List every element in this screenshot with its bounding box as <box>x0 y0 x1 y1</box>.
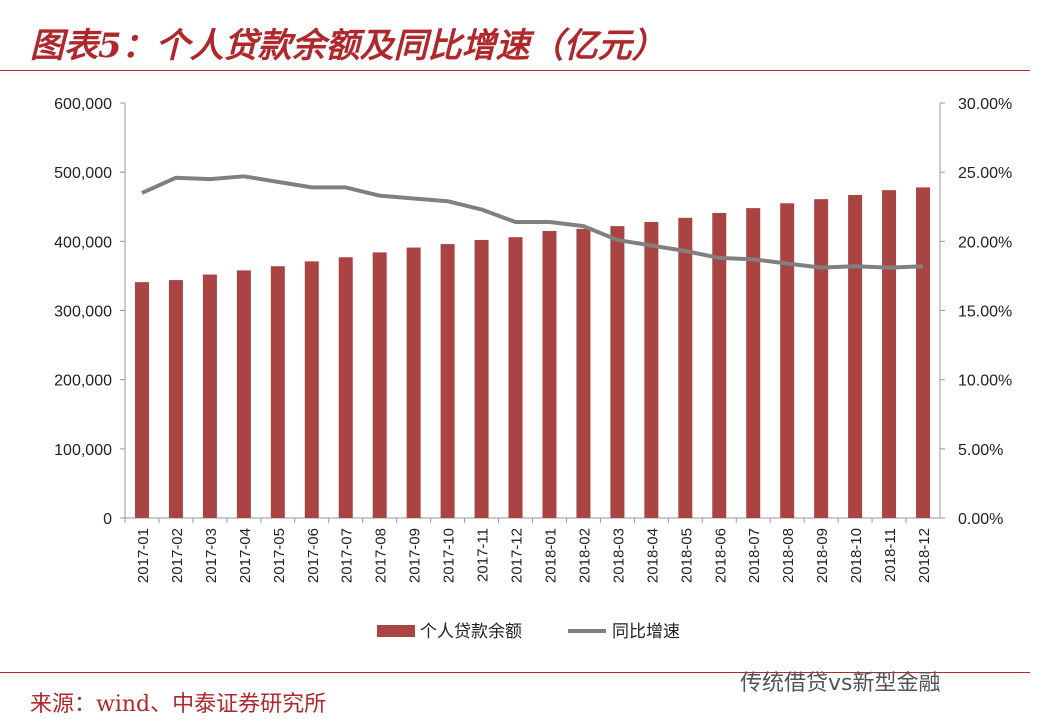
legend-bar-swatch <box>377 625 415 637</box>
bar-2018-07 <box>746 208 761 518</box>
bar-2017-04 <box>236 270 251 518</box>
x-tick-label: 2018-05 <box>678 528 695 583</box>
x-tick-label: 2017-08 <box>373 528 390 583</box>
left-tick-label: 500,000 <box>54 165 112 182</box>
right-tick-label: 20.00% <box>958 234 1012 251</box>
bar-2017-10 <box>440 244 455 518</box>
x-tick-label: 2018-02 <box>576 528 593 583</box>
x-tick-label: 2017-03 <box>203 528 220 583</box>
title-divider <box>0 70 1030 71</box>
right-tick-label: 15.00% <box>958 304 1012 321</box>
legend-line-label: 同比增速 <box>612 622 680 642</box>
bar-2018-11 <box>882 190 897 518</box>
footer-divider <box>0 672 1030 673</box>
bar-2017-07 <box>338 257 353 518</box>
x-tick-label: 2017-11 <box>475 528 492 582</box>
bar-2018-09 <box>814 199 829 518</box>
chart-title: 图表5：个人贷款余额及同比增速（亿元） <box>30 26 666 66</box>
bar-2018-12 <box>916 187 931 518</box>
bar-2017-05 <box>270 266 285 518</box>
bar-2018-06 <box>712 212 727 518</box>
legend-bar-label: 个人贷款余额 <box>420 622 522 642</box>
right-tick-label: 5.00% <box>958 442 1003 459</box>
right-tick-label: 25.00% <box>958 165 1012 182</box>
x-tick-label: 2017-07 <box>339 528 356 583</box>
line-series-yoy <box>141 174 924 270</box>
x-tick-label: 2018-01 <box>542 528 559 583</box>
bar-2017-11 <box>474 239 489 518</box>
x-tick-label: 2018-12 <box>916 528 933 583</box>
x-tick-label: 2017-05 <box>271 528 288 583</box>
right-tick-label: 30.00% <box>958 96 1012 113</box>
left-tick-label: 400,000 <box>54 234 112 251</box>
right-tick-label: 10.00% <box>958 373 1012 390</box>
bar-2017-08 <box>372 252 387 518</box>
bar-2017-09 <box>406 247 421 518</box>
left-tick-label: 200,000 <box>54 373 112 390</box>
bar-2017-12 <box>508 237 523 518</box>
source-note: 来源：wind、中泰证券研究所 <box>30 692 327 717</box>
left-tick-label: 100,000 <box>54 442 112 459</box>
x-tick-label: 2017-12 <box>509 528 526 583</box>
bar-2018-04 <box>644 221 659 518</box>
x-tick-label: 2018-07 <box>746 528 763 583</box>
bar-2018-08 <box>780 203 795 518</box>
x-tick-label: 2017-10 <box>441 528 458 583</box>
right-tick-label: 0.00% <box>958 511 1003 528</box>
bar-2018-02 <box>576 228 591 518</box>
x-tick-label: 2018-08 <box>780 528 797 583</box>
left-tick-label: 0 <box>103 511 112 528</box>
bar-2017-06 <box>304 261 319 518</box>
x-tick-label: 2018-06 <box>712 528 729 583</box>
left-tick-label: 600,000 <box>54 96 112 113</box>
bar-2018-01 <box>542 230 557 519</box>
x-tick-label: 2017-09 <box>407 528 424 583</box>
watermark: 传统借贷vs新型金融 <box>740 671 941 696</box>
x-tick-label: 2017-04 <box>237 528 254 583</box>
bar-2018-03 <box>610 226 625 518</box>
x-tick-label: 2018-09 <box>814 528 831 583</box>
bar-2017-02 <box>168 280 183 518</box>
bar-2017-01 <box>134 282 149 518</box>
bar-2017-03 <box>202 274 217 518</box>
x-tick-label: 2018-03 <box>610 528 627 583</box>
x-tick-label: 2017-01 <box>135 528 152 583</box>
x-tick-label: 2018-10 <box>848 528 865 583</box>
x-tick-label: 2017-02 <box>169 528 186 583</box>
bar-2018-10 <box>848 194 863 518</box>
x-tick-label: 2018-04 <box>644 528 661 583</box>
bar-2018-05 <box>678 217 693 519</box>
left-tick-label: 300,000 <box>54 304 112 321</box>
x-tick-label: 2017-06 <box>305 528 322 583</box>
x-tick-label: 2018-11 <box>882 528 899 582</box>
